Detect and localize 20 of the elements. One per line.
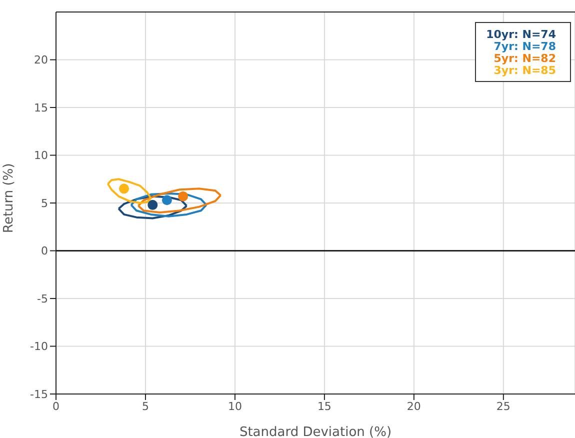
x-axis-title: Standard Deviation (%) <box>239 425 392 438</box>
text: 5yr: N=82 <box>492 52 556 65</box>
y-tick-label: 0 <box>41 244 48 258</box>
x-tick-label: 5 <box>142 400 149 413</box>
text: 7yr: N=78 <box>494 40 556 53</box>
text: 3yr: N=85 <box>492 64 556 77</box>
y-tick-label: -5 <box>37 292 48 306</box>
x-tick-label: 15 <box>317 400 332 413</box>
x-tick-label: 0 <box>52 400 60 413</box>
y-tick-label: -10 <box>30 340 48 354</box>
x-tick-label: 20 <box>406 400 421 413</box>
y-tick-label: 10 <box>34 149 48 162</box>
y-tick-label: 5 <box>41 196 48 210</box>
y-axis-title: Return (%) <box>2 163 17 233</box>
y-tick-label: -15 <box>30 388 48 401</box>
text: 10yr: N=74 <box>486 28 556 41</box>
y-tick-label: 20 <box>34 54 48 67</box>
y-tick-label: 15 <box>34 101 48 114</box>
x-tick-label: 25 <box>496 400 510 413</box>
x-tick-label: 10 <box>228 400 242 413</box>
